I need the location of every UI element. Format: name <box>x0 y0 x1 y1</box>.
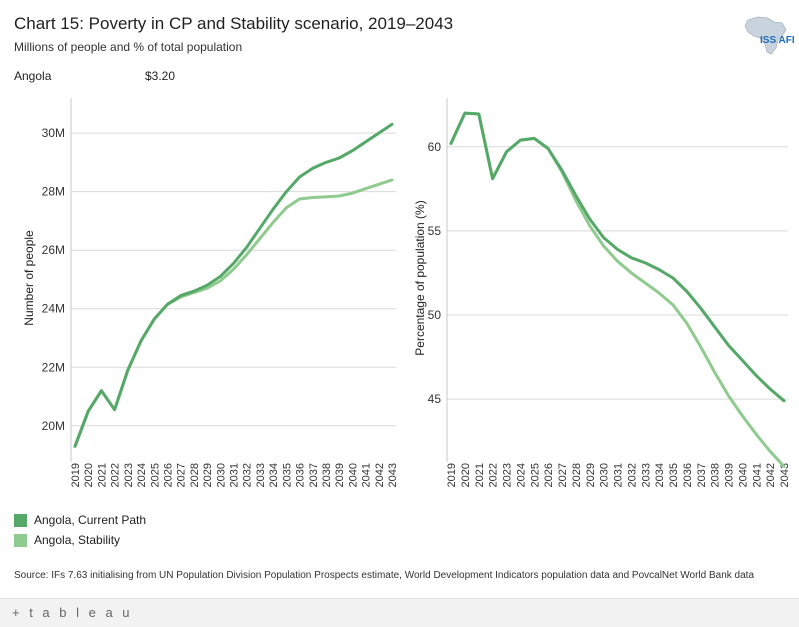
ytick-label-pct-1: 50 <box>428 308 442 322</box>
xtick-label-people-2035: 2035 <box>281 463 293 487</box>
ytick-label-people-1: 22M <box>42 360 65 374</box>
y-axis-label-people: Number of people <box>22 230 36 326</box>
xtick-label-people-2042: 2042 <box>374 463 386 487</box>
legend-label-stability: Angola, Stability <box>34 533 121 547</box>
xtick-label-people-2038: 2038 <box>321 463 333 487</box>
source-note: Source: IFs 7.63 initialising from UN Po… <box>14 570 755 581</box>
series-line-people-current-path <box>73 122 394 448</box>
xtick-label-pct-2040: 2040 <box>737 463 749 487</box>
ytick-label-pct-2: 55 <box>428 224 442 238</box>
xtick-label-people-2020: 2020 <box>83 463 95 487</box>
page-subtitle: Millions of people and % of total popula… <box>14 40 243 54</box>
xtick-label-pct-2028: 2028 <box>571 463 583 487</box>
ytick-label-people-3: 26M <box>42 243 65 257</box>
xtick-label-people-2024: 2024 <box>136 463 148 487</box>
xtick-label-people-2031: 2031 <box>229 463 241 487</box>
xtick-label-pct-2034: 2034 <box>654 463 666 487</box>
xtick-label-pct-2030: 2030 <box>599 463 611 487</box>
xtick-label-people-2025: 2025 <box>149 463 161 487</box>
legend-label-current-path: Angola, Current Path <box>34 513 147 527</box>
ytick-label-people-0: 20M <box>42 419 65 433</box>
xtick-label-people-2021: 2021 <box>96 463 108 487</box>
xtick-label-people-2027: 2027 <box>176 463 188 487</box>
xtick-label-people-2040: 2040 <box>347 463 359 487</box>
legend-item-current-path[interactable]: Angola, Current Path <box>14 510 146 530</box>
xtick-label-people-2034: 2034 <box>268 463 280 487</box>
xtick-label-people-2028: 2028 <box>189 463 201 487</box>
xtick-label-pct-2019: 2019 <box>446 463 458 487</box>
series-line-people-stability <box>73 178 394 448</box>
legend-swatch-stability <box>14 533 27 547</box>
ytick-label-people-2: 24M <box>42 302 65 316</box>
xtick-label-pct-2039: 2039 <box>724 463 736 487</box>
legend-swatch-current-path <box>14 513 27 527</box>
ytick-label-people-4: 28M <box>42 185 65 199</box>
xtick-label-pct-2035: 2035 <box>668 463 680 487</box>
series-line-pct-current-path <box>449 111 786 403</box>
xtick-label-people-2029: 2029 <box>202 463 214 487</box>
series-line-pct-stability <box>449 111 786 468</box>
xtick-label-pct-2031: 2031 <box>613 463 625 487</box>
xtick-label-pct-2020: 2020 <box>460 463 472 487</box>
xtick-label-pct-2027: 2027 <box>557 463 569 487</box>
y-axis-label-pct: Percentage of population (%) <box>413 200 427 355</box>
xtick-label-people-2039: 2039 <box>334 463 346 487</box>
legend: Angola, Current Path Angola, Stability <box>14 510 146 550</box>
xtick-label-people-2041: 2041 <box>361 463 373 487</box>
ytick-label-pct-3: 60 <box>428 140 442 154</box>
xtick-label-pct-2025: 2025 <box>529 463 541 487</box>
ytick-label-people-5: 30M <box>42 126 65 140</box>
xtick-label-pct-2043: 2043 <box>779 463 791 487</box>
xtick-label-people-2019: 2019 <box>70 463 82 487</box>
xtick-label-pct-2024: 2024 <box>515 463 527 487</box>
xtick-label-people-2022: 2022 <box>110 463 122 487</box>
xtick-label-people-2043: 2043 <box>387 463 399 487</box>
xtick-label-pct-2036: 2036 <box>682 463 694 487</box>
xtick-label-people-2023: 2023 <box>123 463 135 487</box>
xtick-label-pct-2032: 2032 <box>626 463 638 487</box>
xtick-label-people-2033: 2033 <box>255 463 267 487</box>
threshold-filter-value[interactable]: $3.20 <box>145 69 176 83</box>
legend-item-stability[interactable]: Angola, Stability <box>14 530 146 550</box>
ytick-label-pct-0: 45 <box>428 392 442 406</box>
xtick-label-pct-2038: 2038 <box>710 463 722 487</box>
country-filter-value[interactable]: Angola <box>14 69 52 83</box>
xtick-label-pct-2041: 2041 <box>751 463 763 487</box>
tableau-footer: + t a b l e a u <box>0 598 799 627</box>
xtick-label-pct-2023: 2023 <box>502 463 514 487</box>
xtick-label-pct-2026: 2026 <box>543 463 555 487</box>
xtick-label-pct-2029: 2029 <box>585 463 597 487</box>
xtick-label-pct-2042: 2042 <box>765 463 777 487</box>
xtick-label-pct-2022: 2022 <box>488 463 500 487</box>
xtick-label-people-2030: 2030 <box>215 463 227 487</box>
xtick-label-pct-2021: 2021 <box>474 463 486 487</box>
xtick-label-people-2032: 2032 <box>242 463 254 487</box>
xtick-label-pct-2033: 2033 <box>640 463 652 487</box>
xtick-label-people-2036: 2036 <box>295 463 307 487</box>
page-title: Chart 15: Poverty in CP and Stability sc… <box>14 14 454 33</box>
iss-afi-logo-text: ISS AFI <box>760 35 795 46</box>
xtick-label-people-2026: 2026 <box>162 463 174 487</box>
tableau-logo-icon[interactable]: + t a b l e a u <box>12 605 133 620</box>
africa-map-icon <box>744 16 787 55</box>
xtick-label-people-2037: 2037 <box>308 463 320 487</box>
xtick-label-pct-2037: 2037 <box>696 463 708 487</box>
